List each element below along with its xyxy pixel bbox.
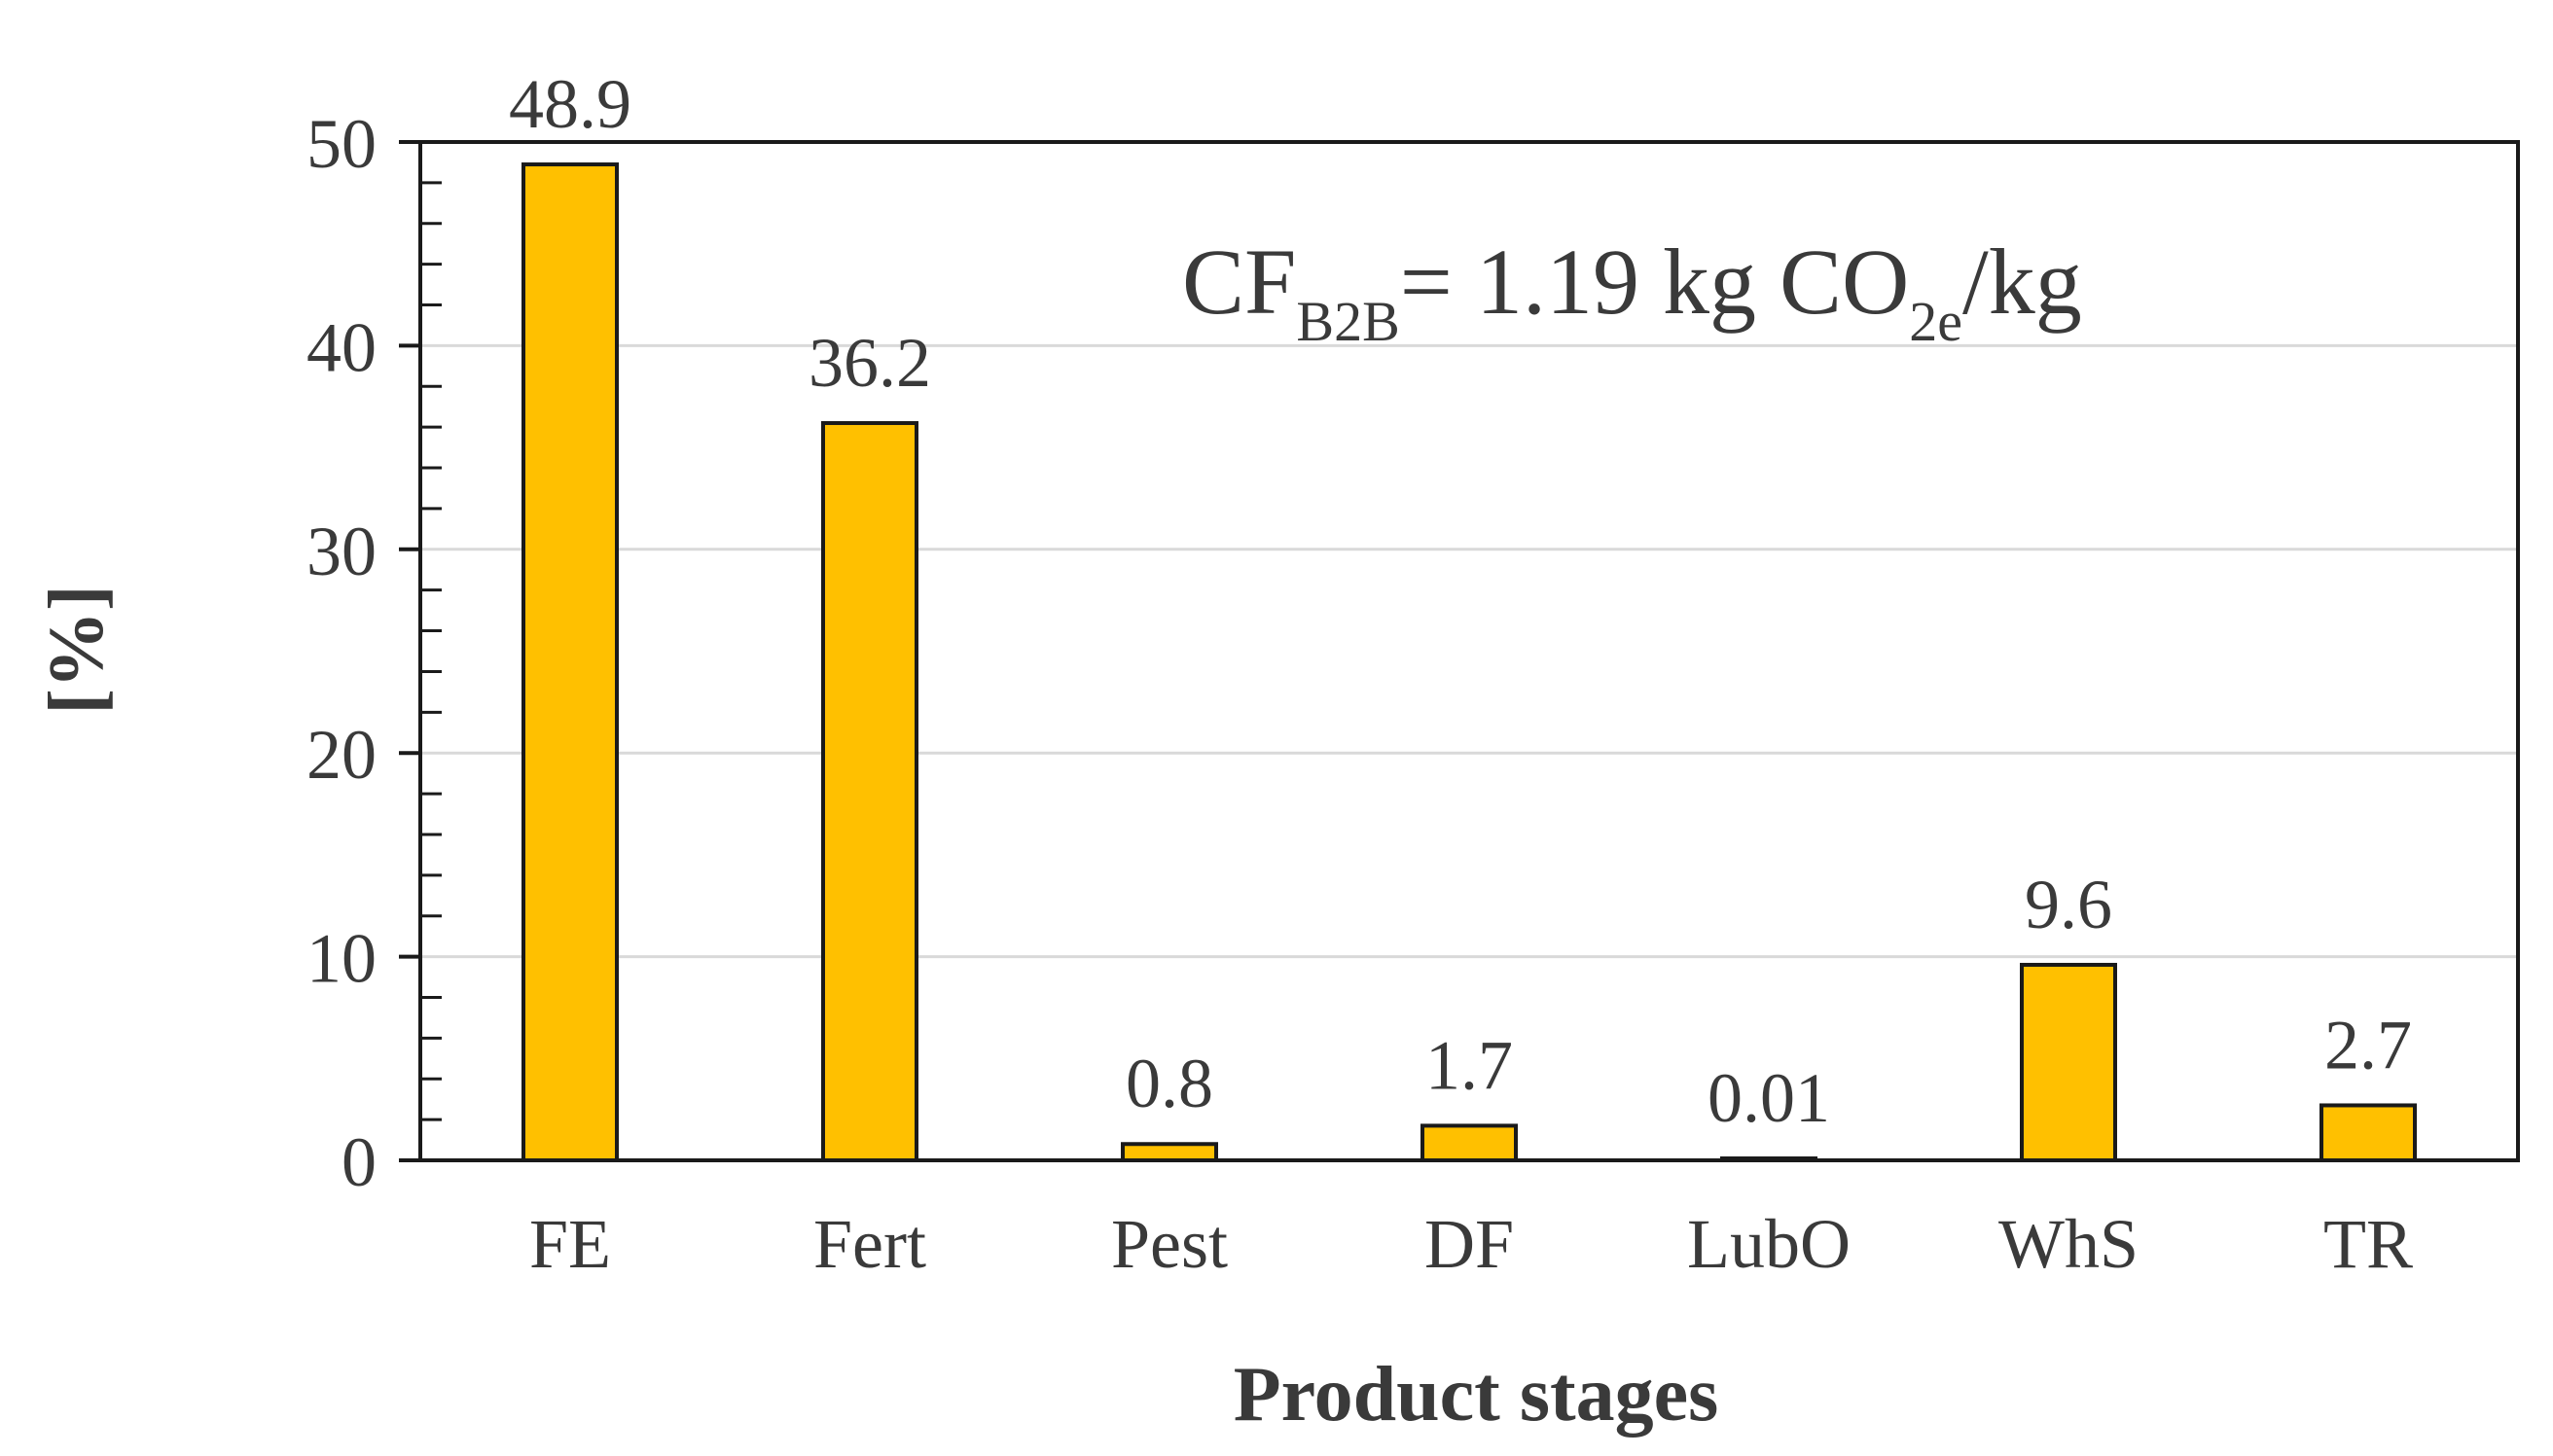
x-tick-label-fert: Fert: [813, 1205, 926, 1283]
annotation-value: = 1.19 kg CO: [1400, 230, 1910, 334]
axes: [399, 140, 2520, 1162]
y-tick-label: 50: [306, 105, 377, 183]
y-axis-title: [%]: [34, 585, 120, 714]
plot-frame: [418, 140, 2520, 1162]
x-tick-label-pest: Pest: [1111, 1205, 1228, 1283]
y-tick-label: 10: [306, 920, 377, 998]
bar-fert: [821, 420, 918, 1162]
bar-fe: [521, 162, 619, 1162]
x-axis-title: Product stages: [1234, 1352, 1718, 1438]
annotation-main: CF: [1182, 230, 1296, 334]
y-tick-label: 40: [306, 308, 377, 386]
bar-whs: [2020, 962, 2117, 1163]
bars: [521, 162, 2417, 1163]
data-label-lubo: 0.01: [1708, 1059, 1830, 1137]
y-tick-label: 0: [342, 1123, 377, 1201]
x-tick-label-tr: TR: [2323, 1205, 2413, 1283]
carbon-footprint-annotation: CFB2B= 1.19 kg CO2e/kg: [1182, 230, 2082, 353]
data-label-df: 1.7: [1425, 1026, 1513, 1104]
x-tick-label-whs: WhS: [1998, 1205, 2139, 1283]
annotation-subscript-2e: 2e: [1909, 290, 1962, 353]
data-label-whs: 9.6: [2025, 866, 2112, 943]
labels: 0 10 20 30 40 50 48.9 FE 36.2 Fert 0.8 Pest 1.7 DF 0.0…: [306, 65, 2413, 1283]
bar-pest: [1121, 1142, 1218, 1163]
data-label-fert: 36.2: [809, 324, 931, 402]
x-tick-label-lubo: LubO: [1687, 1205, 1851, 1283]
data-label-tr: 2.7: [2324, 1006, 2412, 1083]
annotation-subscript-b2b: B2B: [1296, 290, 1399, 353]
x-tick-label-df: DF: [1424, 1205, 1514, 1283]
data-label-fe: 48.9: [509, 65, 631, 143]
x-tick-label-fe: FE: [529, 1205, 611, 1283]
bar-df: [1420, 1123, 1518, 1162]
annotation-unit: /kg: [1962, 230, 2082, 334]
y-tick-label: 20: [306, 716, 377, 794]
bar-tr: [2319, 1103, 2417, 1163]
y-tick-label: 30: [306, 513, 377, 590]
data-label-pest: 0.8: [1126, 1045, 1213, 1122]
